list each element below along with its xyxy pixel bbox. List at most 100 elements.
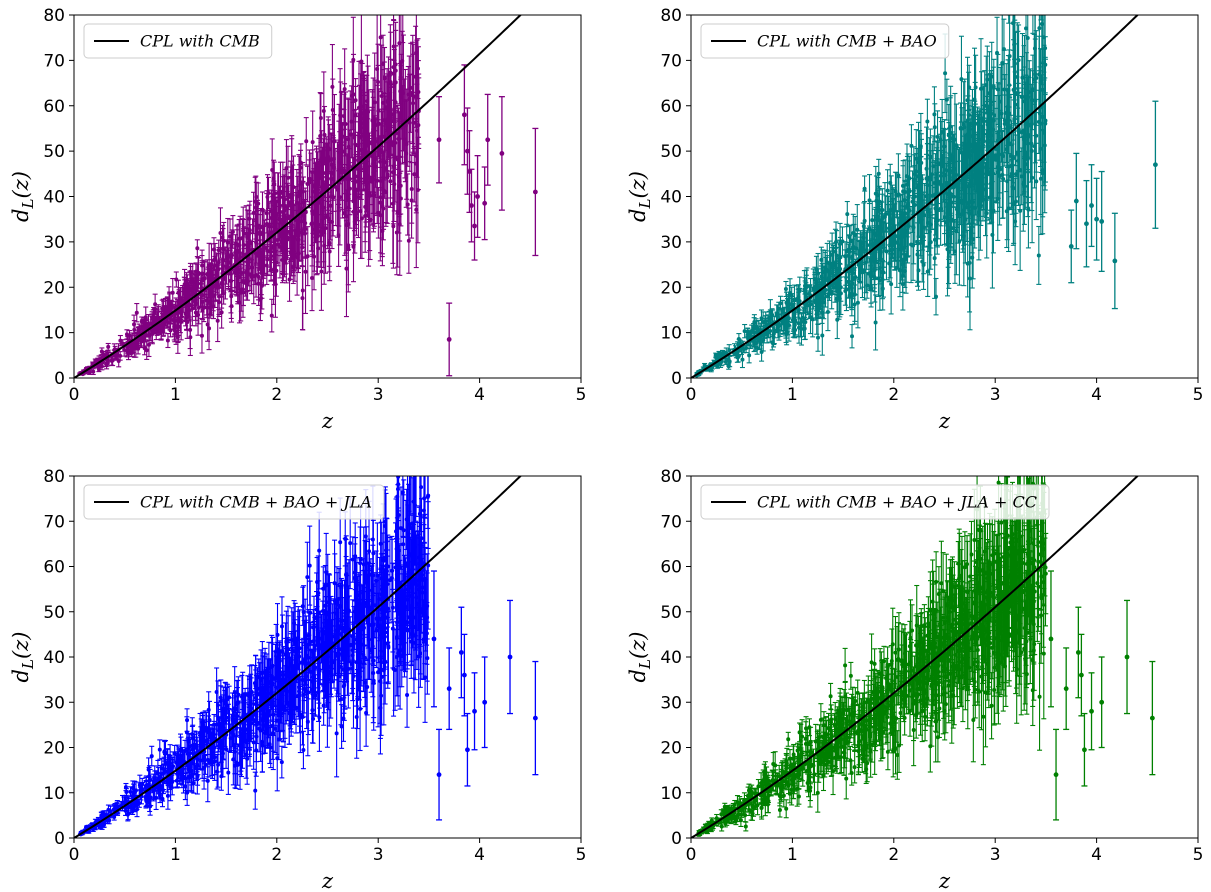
data-point (1081, 712, 1088, 787)
data-point (999, 15, 1005, 119)
data-point (938, 139, 944, 212)
data-point (412, 476, 418, 566)
legend: CPL with CMB + BAO + JLA (83, 484, 385, 520)
data-point (1073, 152, 1080, 250)
data-point (408, 538, 414, 609)
data-point (218, 685, 224, 711)
data-point (425, 476, 431, 549)
y-tick-label: 20 (660, 739, 682, 759)
data-point (969, 142, 975, 227)
data-point (1023, 124, 1029, 204)
data-point (199, 277, 205, 299)
data-point (899, 200, 905, 262)
data-point (825, 292, 831, 332)
data-point (175, 279, 181, 306)
data-point (436, 96, 443, 184)
data-point (436, 728, 443, 821)
x-tick-label: 5 (576, 385, 587, 405)
y-tick-label: 80 (660, 467, 682, 487)
data-point (321, 631, 327, 714)
data-point (208, 268, 214, 314)
data-point (283, 230, 289, 284)
data-point (816, 294, 822, 319)
y-tick-label: 0 (671, 829, 682, 849)
data-point (300, 182, 306, 248)
data-point (819, 315, 825, 356)
data-point (1032, 15, 1038, 137)
plot-area (691, 15, 1159, 378)
legend-label: CPL with CMB + BAO + JLA + CC (757, 493, 1037, 512)
data-point (305, 687, 311, 757)
legend-label: CPL with CMB + BAO (757, 32, 937, 51)
x-tick-label: 3 (373, 385, 384, 405)
y-axis-label: dL(z) (9, 632, 37, 683)
y-tick-label: 50 (43, 603, 65, 623)
data-point (989, 41, 995, 112)
data-point (783, 280, 789, 298)
data-point (253, 654, 259, 715)
data-point (187, 318, 193, 357)
data-point (161, 300, 167, 315)
data-point (344, 616, 350, 662)
data-point (323, 630, 329, 696)
data-point (430, 570, 437, 708)
data-point (253, 181, 259, 213)
data-point (812, 266, 818, 292)
data-point (892, 203, 898, 271)
data-point (343, 535, 349, 613)
data-point (336, 120, 342, 172)
y-tick-label: 30 (660, 233, 682, 253)
x-tick-label: 2 (271, 385, 282, 405)
data-point (249, 664, 255, 720)
data-point (218, 761, 224, 791)
y-axis-label: dL(z) (9, 171, 37, 222)
data-point (815, 773, 821, 813)
data-point (961, 135, 967, 233)
data-point (336, 655, 342, 698)
data-point (355, 112, 361, 208)
data-point (194, 239, 200, 258)
data-point (157, 739, 163, 760)
data-point (231, 710, 237, 761)
data-point (844, 200, 850, 228)
data-point (370, 519, 376, 587)
x-tick-label: 3 (373, 845, 384, 865)
data-point (378, 655, 384, 736)
data-point (852, 750, 858, 784)
data-point (241, 722, 247, 754)
data-point (1006, 164, 1012, 253)
data-point (216, 239, 222, 261)
data-point (746, 347, 752, 364)
x-tick-label: 0 (69, 385, 80, 405)
data-point (1083, 179, 1090, 268)
data-point (1053, 728, 1060, 821)
data-point (842, 647, 848, 683)
x-tick-label: 2 (271, 845, 282, 865)
data-point (862, 241, 868, 301)
data-point (314, 556, 320, 608)
legend-label: CPL with CMB (140, 32, 260, 51)
x-tick-label: 0 (686, 385, 697, 405)
y-tick-label: 20 (43, 278, 65, 298)
data-point (849, 324, 855, 349)
data-point (173, 753, 179, 772)
data-point (1149, 660, 1156, 776)
data-point (219, 296, 225, 329)
data-point (285, 615, 291, 683)
data-point (481, 656, 488, 749)
data-point (189, 271, 195, 307)
data-point (1025, 170, 1031, 249)
y-tick-label: 70 (660, 51, 682, 71)
data-point (418, 476, 424, 533)
data-point (117, 351, 123, 361)
data-point (1036, 225, 1042, 285)
data-point (424, 602, 430, 665)
data-point (312, 636, 318, 699)
data-point (787, 278, 793, 308)
x-tick-label: 4 (474, 845, 485, 865)
data-point (870, 229, 876, 277)
data-point (1078, 633, 1085, 717)
data-point (833, 221, 839, 263)
data-point (532, 660, 539, 776)
x-tick-label: 4 (474, 385, 485, 405)
